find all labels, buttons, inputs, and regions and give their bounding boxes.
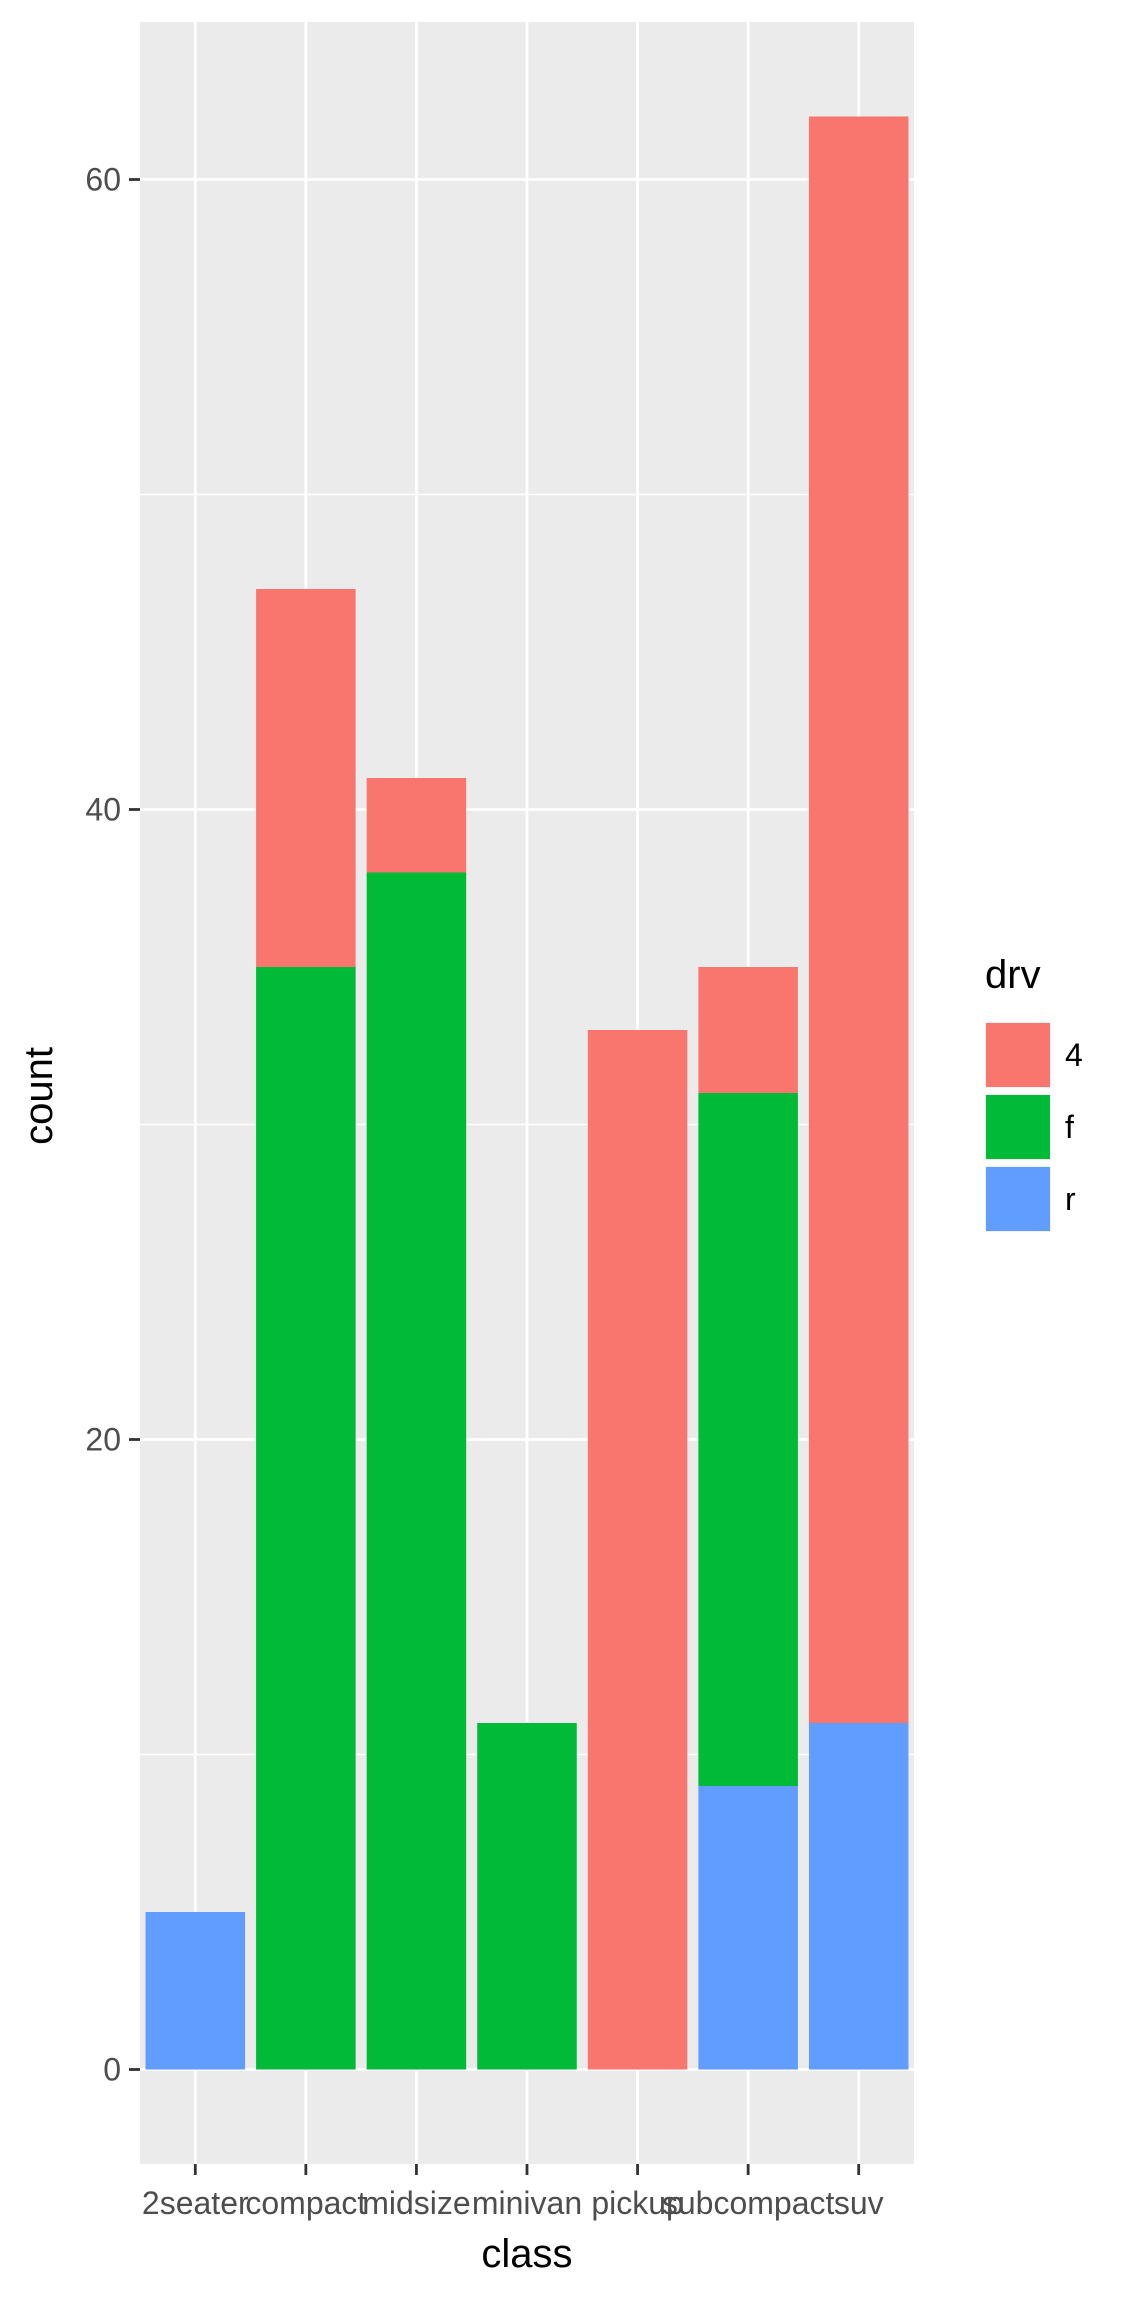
x-tick-label-suv: suv <box>834 2185 884 2221</box>
legend: drv 4 fr <box>985 953 1083 1232</box>
legend-swatch-f <box>986 1095 1050 1159</box>
bar-pickup-drv-4 <box>587 1030 688 2070</box>
legend-label-4: 4 <box>1065 1037 1083 1073</box>
legend-label-r: r <box>1065 1181 1076 1217</box>
legend-swatch-4 <box>986 1023 1050 1087</box>
bar-subcompact-drv-f <box>698 1093 798 1786</box>
x-tick-label-midsize: midsize <box>362 2185 470 2221</box>
legend-title: drv <box>985 953 1041 997</box>
bar-minivan-drv-f <box>477 1723 577 2070</box>
y-tick-label: 20 <box>85 1422 121 1458</box>
y-axis-title: count <box>17 1047 61 1145</box>
bar-subcompact-drv-4 <box>698 967 798 1093</box>
bars-group <box>145 116 909 2070</box>
y-tick-label: 40 <box>85 792 121 828</box>
bar-2seater-drv-r <box>145 1912 246 2070</box>
bar-suv-drv-4 <box>808 116 909 1723</box>
x-axis-title: class <box>481 2232 572 2276</box>
bar-suv-drv-r <box>808 1723 909 2070</box>
bar-midsize-drv-f <box>366 872 467 2070</box>
bar-compact-drv-4 <box>256 589 356 967</box>
bar-subcompact-drv-r <box>698 1786 798 2070</box>
x-tick-label-subcompact: subcompact <box>662 2185 835 2221</box>
x-tick-label-minivan: minivan <box>472 2185 582 2221</box>
legend-label-f: f <box>1065 1109 1074 1145</box>
y-axis: 0 20 40 60 <box>85 162 140 2088</box>
y-tick-label: 0 <box>103 2052 121 2088</box>
x-tick-label-2seater: 2seater <box>142 2185 249 2221</box>
x-tick-label-pickup: pickup <box>591 2185 684 2221</box>
y-tick-label: 60 <box>85 162 121 198</box>
legend-swatch-r <box>986 1167 1050 1231</box>
bar-midsize-drv-4 <box>366 778 467 873</box>
x-tick-label-compact: compact <box>245 2185 366 2221</box>
bar-compact-drv-f <box>256 967 356 2070</box>
